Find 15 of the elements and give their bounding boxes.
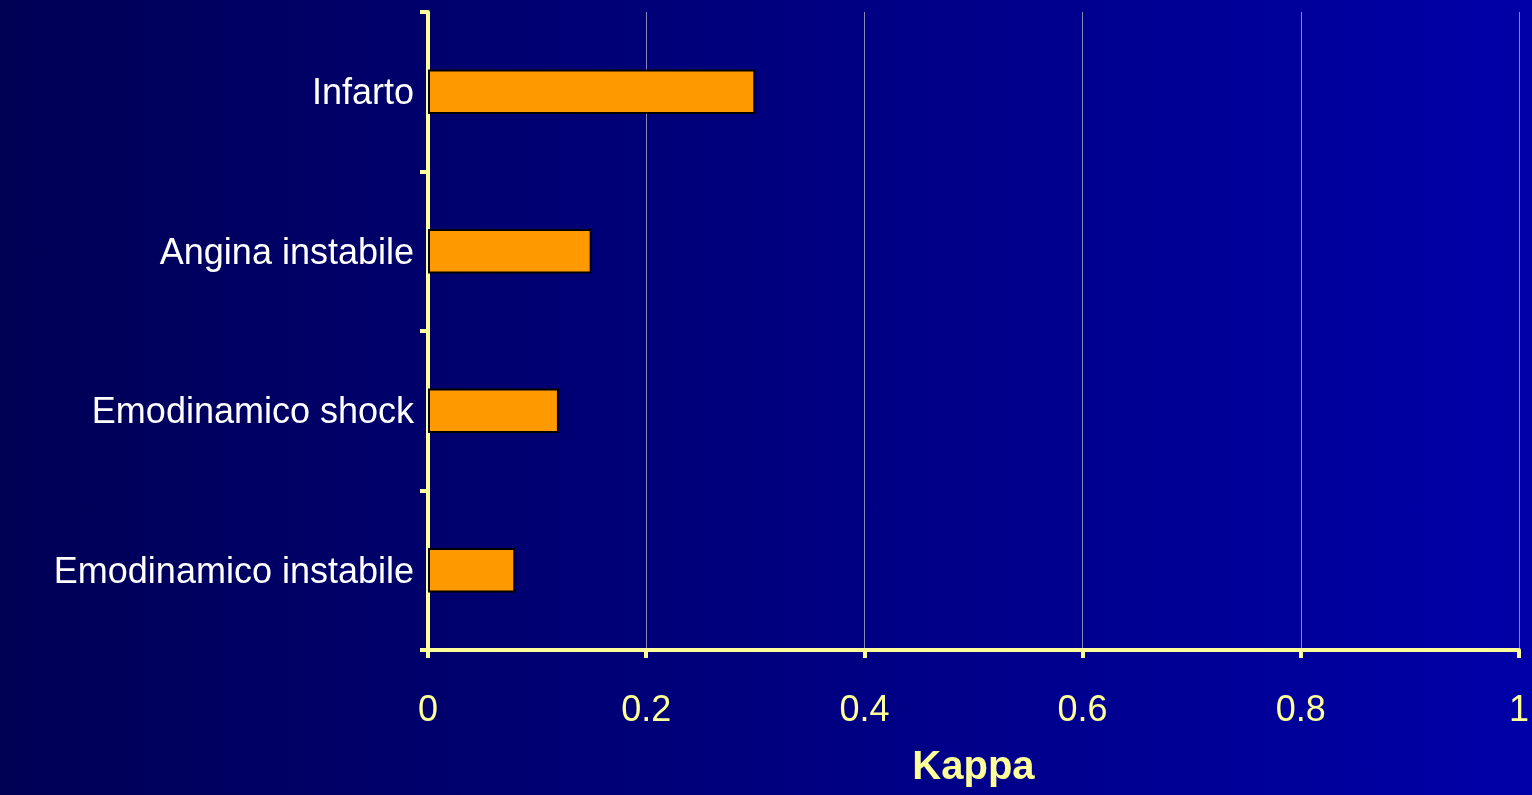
x-tick-label: 0 (417, 687, 439, 729)
bar (428, 547, 516, 593)
bar (428, 228, 592, 274)
x-tick-label: 0.6 (1057, 687, 1108, 729)
x-tick-label: 0.2 (621, 687, 672, 729)
y-tick-label: Angina instabile (159, 230, 414, 272)
x-tick-label: 1 (1508, 687, 1529, 729)
x-axis-title: Kappa (912, 743, 1036, 787)
y-tick-label: Infarto (311, 71, 414, 113)
bar (428, 69, 756, 115)
x-tick-label: 0.4 (839, 687, 890, 729)
y-tick-label: Emodinamico shock (91, 390, 415, 432)
bar (428, 388, 559, 434)
x-tick-label: 0.8 (1275, 687, 1326, 729)
y-tick-label: Emodinamico instabile (53, 549, 414, 591)
